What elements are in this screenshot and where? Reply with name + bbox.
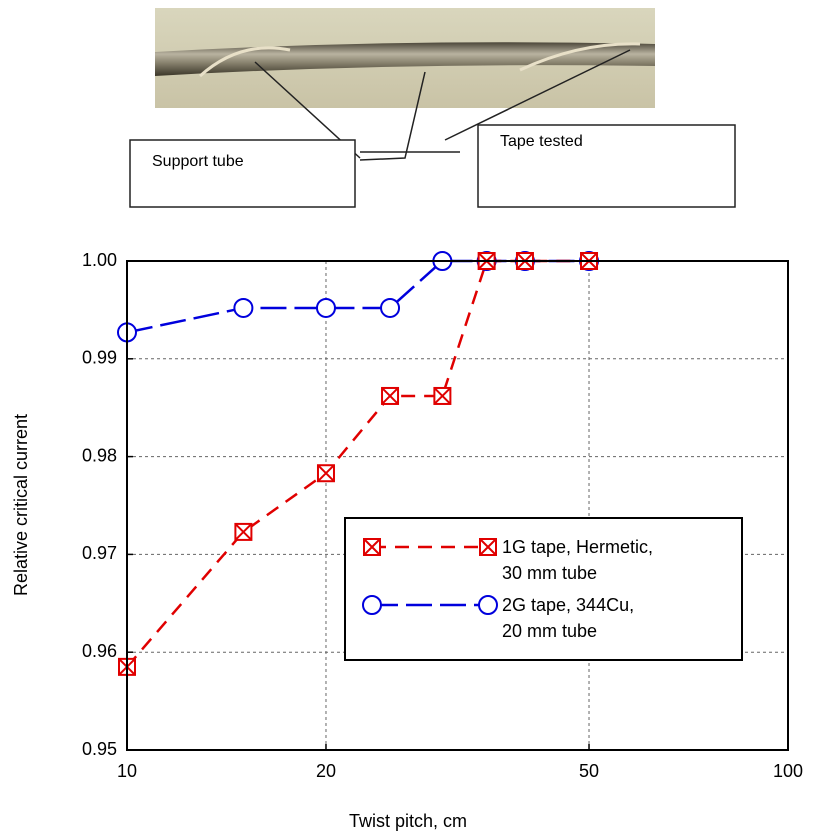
legend: 1G tape, Hermetic, 30 mm tube 2G tape, 34…: [344, 517, 743, 661]
x-tick-label: 10: [117, 761, 137, 781]
marker-cross: [363, 538, 381, 556]
legend-entry: 1G tape, Hermetic, 30 mm tube: [502, 537, 654, 583]
marker-cross: [433, 387, 452, 405]
legend-box: [344, 517, 743, 661]
marker: [363, 538, 381, 556]
legend-label: 1G tape, Hermetic, 30 mm tube: [502, 537, 654, 583]
marker: [381, 386, 400, 405]
marker-circle: [315, 297, 336, 318]
marker: [315, 297, 336, 318]
y-tick-label: 0.99: [82, 348, 117, 368]
y-tick-label: 0.95: [82, 739, 117, 759]
x-tick-label: 20: [316, 761, 336, 781]
marker-cross: [234, 523, 253, 541]
marker-cross: [381, 387, 399, 405]
marker: [233, 297, 254, 318]
series-line: [126, 259, 590, 334]
photo-label: Tape tested: [500, 133, 583, 150]
legend-entry: 2G tape, 344Cu, 20 mm tube: [502, 595, 635, 641]
y-axis-label: Relative critical current: [11, 414, 31, 596]
marker: [478, 595, 498, 615]
marker: [433, 386, 452, 405]
plot-frame: [126, 260, 789, 751]
marker-cross: [479, 538, 497, 556]
x-tick-label: 100: [773, 761, 803, 781]
y-tick-label: 1.00: [82, 250, 117, 270]
photo-label: Support tube: [152, 153, 244, 170]
x-tick-label: 50: [579, 761, 599, 781]
plot-area: 0.95 0.96 0.97 0.98 0.99 1.00 10 20 50 100: [82, 250, 803, 781]
y-tick-label: 0.96: [82, 641, 117, 661]
y-tick-label: 0.97: [82, 543, 117, 563]
marker-circle: [233, 297, 254, 318]
y-tick-label: 0.98: [82, 445, 117, 465]
marker: [380, 297, 401, 318]
marker-circle: [478, 595, 498, 615]
marker-circle: [380, 297, 401, 318]
marker-circle: [362, 595, 382, 615]
photo: Support tube Tape tested: [129, 8, 736, 208]
marker: [479, 538, 497, 556]
legend-label: 2G tape, 344Cu, 20 mm tube: [502, 595, 635, 641]
x-axis-label: Twist pitch, cm: [349, 811, 467, 831]
marker-cross: [317, 464, 335, 482]
marker: [234, 522, 253, 541]
marker: [316, 464, 335, 483]
marker: [362, 595, 382, 615]
